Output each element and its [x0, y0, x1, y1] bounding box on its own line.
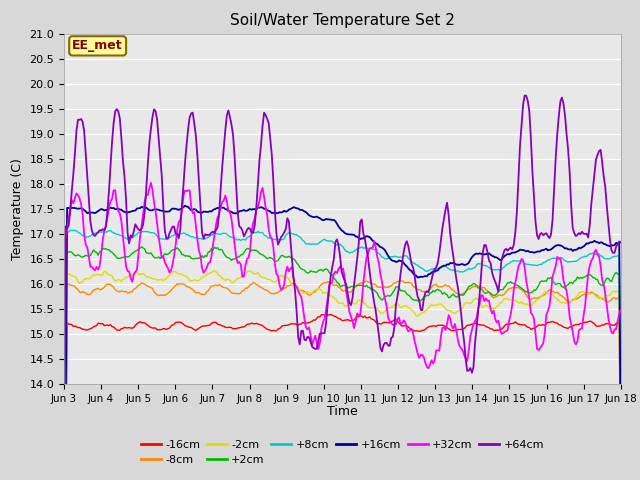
+16cm [617, 451, 625, 456]
+8cm [588, 251, 595, 257]
X-axis label: Time: Time [327, 405, 358, 418]
+64cm [303, 334, 311, 340]
-2cm [211, 268, 218, 274]
Text: EE_met: EE_met [72, 39, 123, 52]
+8cm [246, 233, 254, 239]
+2cm [246, 247, 254, 253]
-16cm [244, 321, 252, 327]
-16cm [588, 319, 595, 324]
-2cm [246, 268, 254, 274]
+64cm [244, 225, 252, 231]
+8cm [255, 229, 263, 235]
+32cm [255, 198, 263, 204]
+16cm [181, 203, 189, 209]
+16cm [588, 240, 595, 245]
+2cm [305, 270, 313, 276]
-8cm [129, 289, 136, 295]
-16cm [129, 325, 136, 331]
+2cm [588, 273, 595, 278]
Line: -8cm: -8cm [64, 281, 621, 480]
+64cm [617, 240, 625, 245]
+2cm [138, 244, 145, 250]
+8cm [305, 241, 313, 247]
+32cm [617, 307, 625, 312]
+16cm [129, 208, 136, 214]
Title: Soil/Water Temperature Set 2: Soil/Water Temperature Set 2 [230, 13, 455, 28]
-16cm [327, 312, 335, 317]
+64cm [588, 201, 595, 206]
+2cm [228, 257, 236, 263]
-8cm [254, 282, 262, 288]
-16cm [226, 324, 234, 330]
+32cm [147, 180, 155, 186]
-8cm [588, 289, 595, 295]
+16cm [305, 213, 313, 218]
-8cm [397, 278, 404, 284]
+64cm [521, 93, 529, 98]
-2cm [255, 272, 263, 278]
-16cm [254, 321, 262, 327]
Line: -2cm: -2cm [64, 271, 621, 480]
-2cm [305, 289, 313, 295]
Legend: -16cm, -8cm, -2cm, +2cm, +8cm, +16cm, +32cm, +64cm: -16cm, -8cm, -2cm, +2cm, +8cm, +16cm, +3… [136, 435, 548, 469]
-16cm [303, 320, 311, 326]
+32cm [129, 279, 136, 285]
+32cm [588, 258, 595, 264]
-8cm [303, 291, 311, 297]
+16cm [255, 205, 263, 211]
+8cm [130, 234, 138, 240]
+2cm [129, 251, 136, 256]
Y-axis label: Temperature (C): Temperature (C) [11, 158, 24, 260]
-2cm [129, 272, 136, 277]
+2cm [255, 251, 263, 256]
Line: +64cm: +64cm [64, 96, 621, 480]
+64cm [254, 181, 262, 187]
+32cm [228, 216, 236, 222]
Line: -16cm: -16cm [64, 314, 621, 480]
+8cm [68, 227, 76, 233]
+32cm [246, 248, 254, 253]
-2cm [228, 279, 236, 285]
-8cm [244, 284, 252, 290]
+32cm [305, 324, 313, 330]
+8cm [617, 459, 625, 465]
+8cm [228, 234, 236, 240]
Line: +8cm: +8cm [64, 230, 621, 480]
+64cm [129, 234, 136, 240]
Line: +32cm: +32cm [64, 183, 621, 480]
+16cm [246, 206, 254, 212]
+16cm [228, 209, 236, 215]
+64cm [226, 114, 234, 120]
-8cm [226, 288, 234, 294]
Line: +16cm: +16cm [64, 206, 621, 480]
-2cm [588, 290, 595, 296]
Line: +2cm: +2cm [64, 247, 621, 480]
